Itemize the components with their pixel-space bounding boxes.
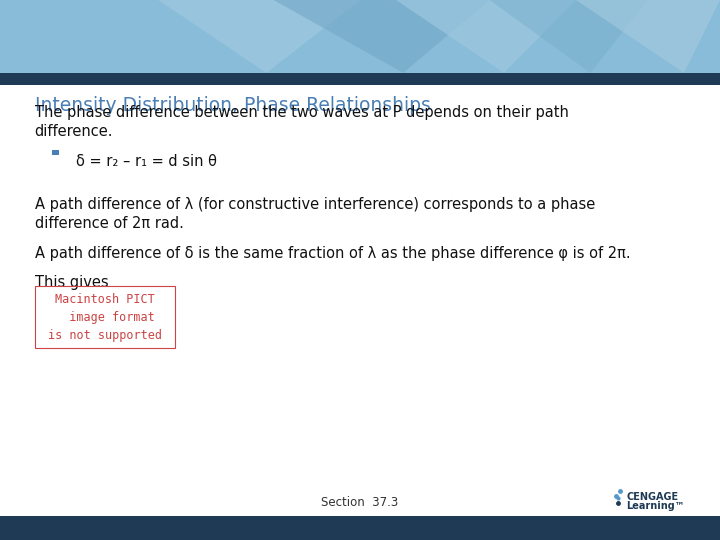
Polygon shape — [490, 0, 648, 73]
Text: This gives: This gives — [35, 275, 108, 291]
FancyBboxPatch shape — [0, 516, 720, 540]
FancyBboxPatch shape — [0, 73, 720, 85]
Text: Learning™: Learning™ — [626, 501, 685, 511]
Text: CENGAGE: CENGAGE — [626, 492, 678, 502]
Text: Macintosh PICT
  image format
is not supported: Macintosh PICT image format is not suppo… — [48, 293, 162, 342]
Text: Section  37.3: Section 37.3 — [321, 496, 399, 509]
Polygon shape — [158, 0, 360, 73]
Text: δ = r₂ – r₁ = d sin θ: δ = r₂ – r₁ = d sin θ — [76, 154, 217, 169]
Text: Intensity Distribution, Phase Relationships: Intensity Distribution, Phase Relationsh… — [35, 96, 431, 114]
Polygon shape — [274, 0, 490, 73]
Text: A path difference of δ is the same fraction of λ as the phase difference φ is of: A path difference of δ is the same fract… — [35, 246, 630, 261]
FancyBboxPatch shape — [0, 0, 720, 73]
Polygon shape — [576, 0, 720, 73]
Text: The phase difference between the two waves at P depends on their path
difference: The phase difference between the two wav… — [35, 105, 568, 139]
FancyBboxPatch shape — [52, 150, 59, 155]
Polygon shape — [396, 0, 576, 73]
Text: A path difference of λ (for constructive interference) corresponds to a phase
di: A path difference of λ (for constructive… — [35, 197, 595, 231]
